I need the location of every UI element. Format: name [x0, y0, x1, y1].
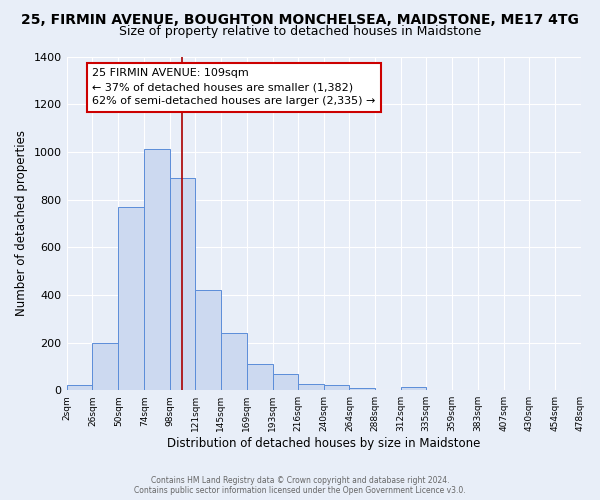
Bar — [92, 342, 118, 390]
X-axis label: Distribution of detached houses by size in Maidstone: Distribution of detached houses by size … — [167, 437, 480, 450]
Bar — [401, 386, 426, 390]
Bar — [349, 388, 376, 390]
Bar — [144, 150, 170, 390]
Bar — [118, 206, 144, 390]
Text: Size of property relative to detached houses in Maidstone: Size of property relative to detached ho… — [119, 25, 481, 38]
Text: Contains HM Land Registry data © Crown copyright and database right 2024.: Contains HM Land Registry data © Crown c… — [151, 476, 449, 485]
Bar — [273, 374, 298, 390]
Y-axis label: Number of detached properties: Number of detached properties — [15, 130, 28, 316]
Bar — [195, 290, 221, 390]
Bar — [221, 333, 247, 390]
Bar — [323, 386, 349, 390]
Text: 25 FIRMIN AVENUE: 109sqm
← 37% of detached houses are smaller (1,382)
62% of sem: 25 FIRMIN AVENUE: 109sqm ← 37% of detach… — [92, 68, 376, 106]
Bar — [298, 384, 323, 390]
Bar — [247, 364, 273, 390]
Bar — [170, 178, 195, 390]
Bar — [67, 386, 92, 390]
Text: Contains public sector information licensed under the Open Government Licence v3: Contains public sector information licen… — [134, 486, 466, 495]
Text: 25, FIRMIN AVENUE, BOUGHTON MONCHELSEA, MAIDSTONE, ME17 4TG: 25, FIRMIN AVENUE, BOUGHTON MONCHELSEA, … — [21, 12, 579, 26]
